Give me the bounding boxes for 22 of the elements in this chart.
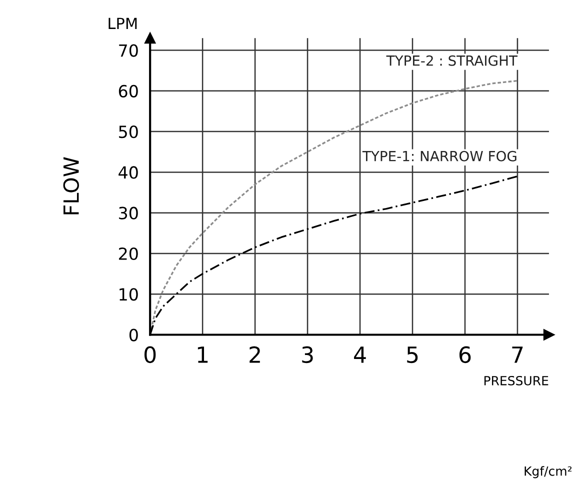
y-tick-label: 40	[118, 166, 138, 179]
x-tick-label: 7	[512, 346, 523, 363]
x-axis-title: PRESSURE	[484, 376, 548, 386]
x-tick-label: 0	[144, 346, 156, 364]
y-tick-label: 0	[129, 328, 138, 342]
x-tick-label: 3	[302, 346, 313, 364]
y-tick-label: 10	[120, 288, 138, 301]
text: LPM	[108, 18, 137, 29]
x-tick-label: 5	[407, 346, 418, 364]
y-tick-label: 70	[119, 44, 138, 57]
x-tick-label: 6	[459, 346, 471, 364]
y-tick-label: 60	[118, 84, 138, 98]
x-tick-label: 4	[354, 346, 366, 363]
text: Kgf/cm²	[524, 466, 572, 478]
x-tick-label: 2	[250, 346, 260, 363]
y-tick-label: 20	[118, 247, 138, 260]
y-axis-title: FLOW	[63, 157, 80, 214]
series-label: TYPE-1: NARROW FOG	[362, 150, 516, 162]
y-tick-label: 30	[119, 206, 138, 220]
y-tick-label: 50	[119, 126, 138, 138]
series-label: TYPE-2 : STRAIGHT	[386, 55, 518, 66]
x-tick-label: 1	[198, 346, 208, 363]
